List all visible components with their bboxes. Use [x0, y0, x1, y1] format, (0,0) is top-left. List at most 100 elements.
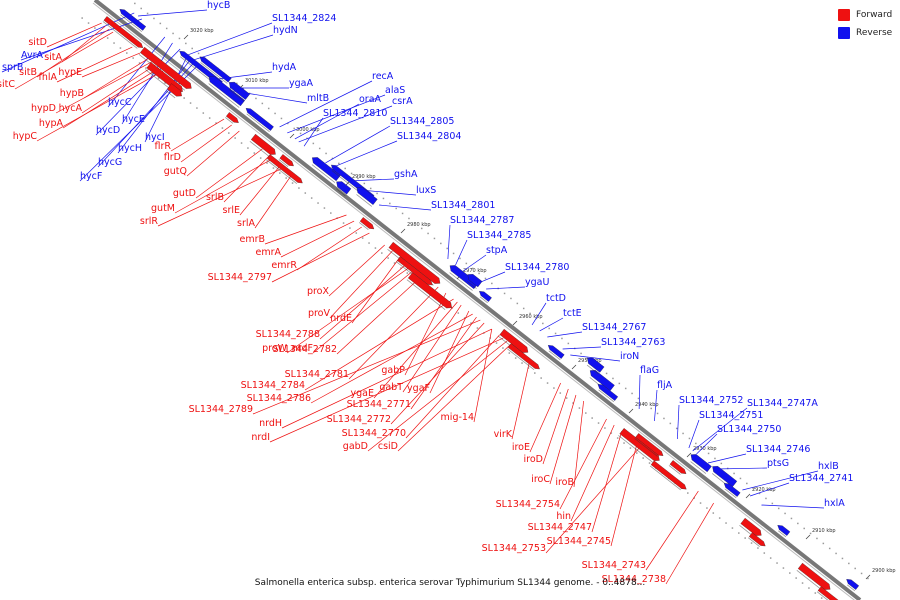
gene-label[interactable]: ygaE — [351, 388, 374, 399]
reverse-gene-block[interactable] — [846, 579, 860, 590]
gene-label[interactable]: SL1344_2788 — [256, 329, 320, 340]
gene-label[interactable]: SL1344_2767 — [582, 322, 646, 333]
gene-label[interactable]: hydA — [272, 62, 297, 73]
gene-label[interactable]: gutD — [173, 188, 196, 199]
gene-label[interactable]: SL1344_2810 — [323, 108, 387, 119]
reverse-gene-block[interactable] — [208, 76, 246, 107]
gene-label[interactable]: proW — [262, 343, 288, 354]
gene-label[interactable]: hycI — [145, 132, 165, 143]
gene-label[interactable]: virK — [494, 429, 513, 440]
gene-label[interactable]: proX — [307, 286, 330, 297]
forward-gene-block[interactable] — [408, 272, 452, 309]
reverse-gene-block[interactable] — [690, 454, 712, 473]
forward-gene-block[interactable] — [250, 133, 276, 155]
gene-label[interactable]: srlE — [223, 205, 241, 216]
gene-label[interactable]: SL1344_2770 — [342, 428, 406, 439]
gene-label[interactable]: SL1344_2781 — [285, 369, 349, 380]
forward-gene-block[interactable] — [167, 83, 182, 97]
gene-label[interactable]: sprB — [2, 62, 23, 73]
gene-label[interactable]: srlR — [140, 216, 158, 227]
forward-gene-block[interactable] — [817, 586, 842, 600]
gene-label[interactable]: SL1344_2741 — [789, 473, 853, 484]
reverse-gene-block[interactable] — [589, 370, 615, 391]
gene-label[interactable]: iroB — [555, 477, 574, 488]
forward-gene-block[interactable] — [669, 460, 687, 474]
gene-label[interactable]: gutQ — [164, 166, 187, 177]
gene-label[interactable]: oraA — [359, 94, 382, 105]
reverse-gene-block[interactable] — [597, 384, 619, 401]
forward-gene-block[interactable] — [635, 433, 664, 456]
gene-label[interactable]: SL1344_2805 — [390, 116, 454, 127]
reverse-gene-block[interactable] — [547, 345, 565, 359]
gene-label[interactable]: SL1344_2747 — [528, 522, 592, 533]
gene-label[interactable]: SL1344_2780 — [505, 262, 569, 273]
gene-label[interactable]: sitA — [44, 52, 62, 63]
gene-label[interactable]: nrdE — [330, 313, 352, 324]
gene-label[interactable]: SL1344_2771 — [347, 399, 411, 410]
forward-gene-block[interactable] — [397, 256, 433, 286]
gene-label[interactable]: gutM — [151, 203, 175, 214]
gene-label[interactable]: ygaU — [525, 277, 549, 288]
gene-label[interactable]: flrR — [155, 141, 172, 152]
forward-gene-block[interactable] — [359, 217, 375, 230]
gene-label[interactable]: hycD — [96, 125, 120, 136]
gene-label[interactable]: csrA — [392, 96, 413, 107]
gene-label[interactable]: hycG — [98, 157, 122, 168]
gene-label[interactable]: ygaA — [289, 78, 313, 89]
gene-label[interactable]: SL1344_2747A — [747, 398, 818, 409]
gene-label[interactable]: tctD — [546, 293, 566, 304]
gene-label[interactable]: SL1344_2797 — [208, 272, 272, 283]
gene-label[interactable]: srlB — [206, 192, 224, 203]
gene-label[interactable]: SL1344_2743 — [582, 560, 646, 571]
reverse-gene-block[interactable] — [777, 525, 791, 536]
gene-label[interactable]: ygaF — [407, 383, 430, 394]
gene-label[interactable]: gshA — [394, 169, 418, 180]
gene-label[interactable]: hxlA — [824, 498, 845, 509]
gene-label[interactable]: proV — [308, 308, 331, 319]
gene-label[interactable]: flrD — [164, 152, 181, 163]
gene-label[interactable]: SL1344_2787 — [450, 215, 514, 226]
gene-label[interactable]: gabP — [381, 365, 405, 376]
gene-label[interactable]: SL1344_2750 — [717, 424, 781, 435]
forward-gene-block[interactable] — [388, 241, 441, 284]
gene-label[interactable]: fhlA — [38, 72, 57, 83]
gene-label[interactable]: alaS — [385, 85, 405, 96]
gene-label[interactable]: sitB — [19, 67, 37, 78]
gene-label[interactable]: hycE — [122, 114, 145, 125]
forward-gene-block[interactable] — [650, 460, 687, 490]
gene-label[interactable]: SL1344_2786 — [247, 393, 311, 404]
reverse-gene-block[interactable] — [356, 187, 378, 205]
gene-label[interactable]: hycA — [59, 103, 83, 114]
gene-label[interactable]: mig-14 — [441, 412, 474, 423]
reverse-gene-block[interactable] — [587, 357, 605, 373]
gene-label[interactable]: iroE — [512, 442, 530, 453]
gene-label[interactable]: SL1344_2753 — [482, 543, 546, 554]
gene-label[interactable]: nrdH — [259, 418, 282, 429]
gene-label[interactable]: recA — [372, 71, 394, 82]
forward-gene-block[interactable] — [619, 428, 660, 461]
forward-gene-block[interactable] — [140, 46, 192, 89]
gene-label[interactable]: sitC — [0, 79, 15, 90]
gene-label[interactable]: SL1344_2772 — [327, 414, 391, 425]
gene-label[interactable]: iroD — [524, 454, 543, 465]
reverse-gene-block[interactable] — [312, 157, 341, 182]
legend-item-reverse[interactable]: Reverse — [838, 26, 898, 40]
reverse-gene-block[interactable] — [119, 9, 147, 31]
gene-label[interactable]: hypD — [31, 103, 56, 114]
gene-label[interactable]: hypE — [58, 67, 82, 78]
gene-label[interactable]: SL1344_2784 — [241, 380, 305, 391]
gene-label[interactable]: SL1344_2745 — [547, 536, 611, 547]
gene-label[interactable]: hycC — [108, 97, 132, 108]
gene-label[interactable]: SL1344_2824 — [272, 13, 336, 24]
gene-label[interactable]: gabT — [379, 382, 403, 393]
gene-label[interactable]: hypC — [13, 131, 38, 142]
reverse-gene-block[interactable] — [449, 265, 479, 290]
forward-gene-block[interactable] — [279, 154, 294, 167]
gene-label[interactable]: hydN — [273, 25, 298, 36]
gene-label[interactable]: emrB — [239, 234, 265, 245]
gene-label[interactable]: sitD — [28, 37, 47, 48]
gene-label[interactable]: AvrA — [21, 50, 43, 61]
gene-label[interactable]: SL1344_2751 — [699, 410, 763, 421]
gene-label[interactable]: mltB — [307, 93, 329, 104]
